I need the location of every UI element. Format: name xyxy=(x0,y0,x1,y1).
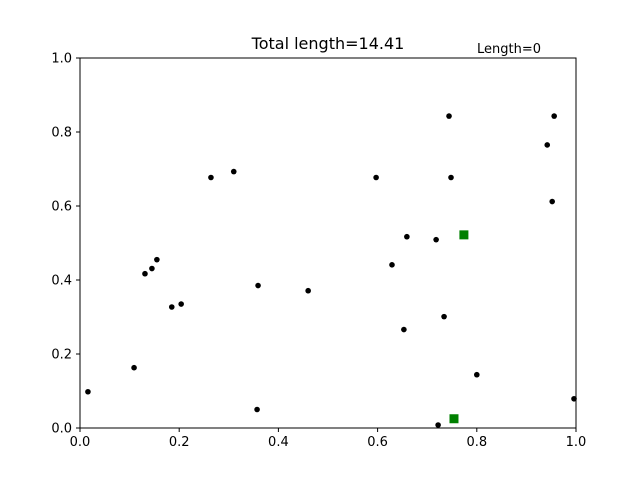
x-tick-label: 0.2 xyxy=(169,435,190,450)
x-tick-label: 1.0 xyxy=(566,435,587,450)
data-point xyxy=(571,395,577,402)
y-tick-label: 1.0 xyxy=(51,52,72,67)
data-point xyxy=(149,265,155,272)
data-point xyxy=(131,364,137,371)
data-point xyxy=(404,233,410,240)
plot-area-frame xyxy=(79,57,577,429)
data-point xyxy=(474,371,480,378)
square-point xyxy=(449,414,459,424)
data-point xyxy=(208,174,214,181)
data-point xyxy=(178,301,184,307)
x-axis-ticks: 0.0 0.2 0.4 0.6 0.8 1.0 xyxy=(70,428,587,450)
chart-title: Total length=14.41 xyxy=(251,34,405,53)
y-tick-label: 0.4 xyxy=(51,274,72,289)
y-tick-label: 0.6 xyxy=(51,200,72,215)
data-point xyxy=(389,262,395,268)
x-tick-label: 0.8 xyxy=(466,435,487,450)
data-point xyxy=(154,256,160,263)
data-point xyxy=(85,388,91,395)
data-point xyxy=(549,198,555,205)
data-point xyxy=(230,168,237,175)
data-point xyxy=(255,282,261,289)
y-tick-label: 0.0 xyxy=(51,422,72,437)
data-point xyxy=(441,313,447,320)
data-point xyxy=(401,326,407,333)
x-tick-label: 0.0 xyxy=(70,435,91,450)
data-point xyxy=(448,174,454,181)
y-axis-ticks: 0.0 0.2 0.4 0.6 0.8 1.0 xyxy=(51,52,80,437)
data-point xyxy=(544,142,551,148)
x-tick-label: 0.4 xyxy=(268,435,289,450)
x-tick-label: 0.6 xyxy=(367,435,388,450)
data-point xyxy=(305,287,311,294)
data-point xyxy=(373,174,379,181)
length-annotation: Length=0 xyxy=(477,42,541,57)
data-point xyxy=(168,304,175,310)
data-points xyxy=(85,113,577,428)
data-point xyxy=(433,236,439,243)
data-point xyxy=(446,113,452,119)
square-point xyxy=(459,230,469,240)
y-tick-label: 0.2 xyxy=(51,348,72,363)
data-point xyxy=(435,422,441,428)
y-tick-label: 0.8 xyxy=(51,126,72,141)
data-point xyxy=(551,113,557,119)
data-point xyxy=(254,406,260,413)
data-point xyxy=(142,270,148,277)
